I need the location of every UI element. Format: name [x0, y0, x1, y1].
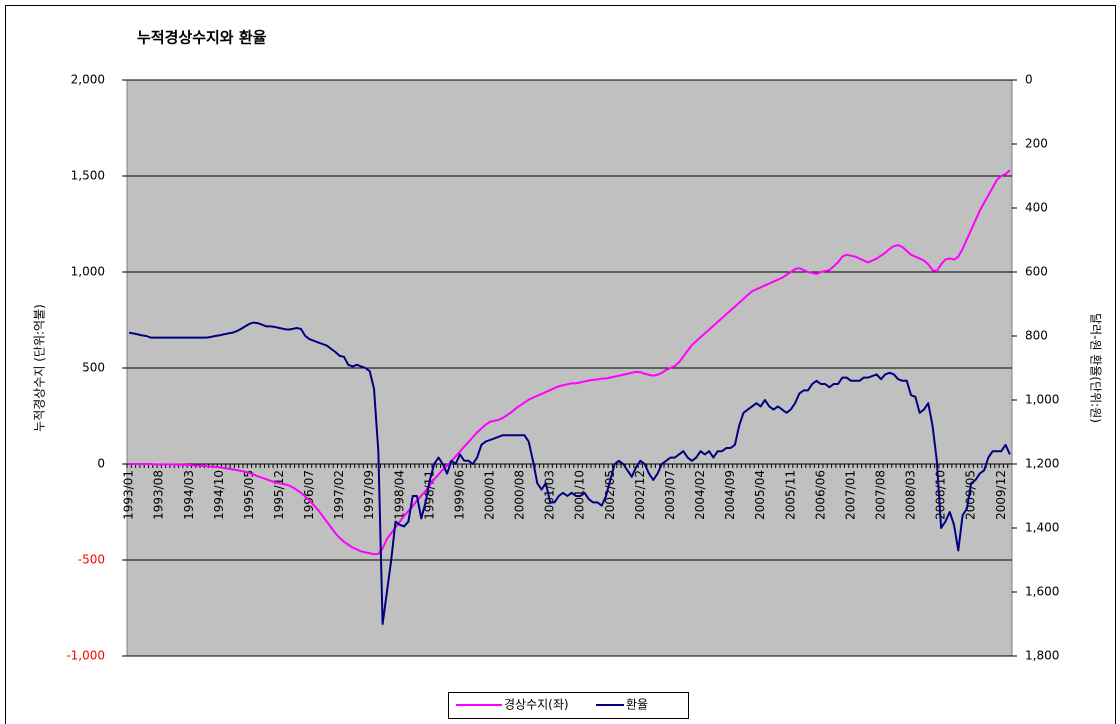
- y-tick-label: 1,500: [71, 169, 105, 183]
- x-tick-label: 2004/09: [723, 470, 737, 520]
- x-tick-label: 2000/08: [513, 470, 527, 520]
- x-tick-label: 1994/10: [212, 470, 226, 520]
- y-axis-label: 누적경상수지 (단위:억불): [33, 304, 47, 432]
- y2-tick-label: 1,400: [1025, 521, 1059, 535]
- y2-tick-label: 1,200: [1025, 457, 1059, 471]
- x-tick-label: 1997/09: [362, 470, 376, 520]
- x-tick-label: 1994/03: [182, 470, 196, 520]
- series-line: [129, 321, 1011, 625]
- x-tick-label: 1999/06: [452, 470, 466, 520]
- y2-tick-label: 200: [1025, 137, 1048, 151]
- x-tick-label: 2003/07: [663, 470, 677, 520]
- y2-axis-label: 달러-원 환율(단위:원): [1089, 313, 1103, 423]
- x-tick-label: 2007/08: [873, 470, 887, 520]
- x-tick-label: 2001/10: [573, 470, 587, 520]
- x-tick-label: 2008/03: [904, 470, 918, 520]
- x-tick-label: 2007/01: [843, 470, 857, 520]
- x-tick-label: 1993/08: [152, 470, 166, 520]
- y2-tick-label: 1,600: [1025, 585, 1059, 599]
- x-tick-label: 1998/11: [422, 470, 436, 520]
- y2-tick-label: 0: [1025, 73, 1033, 87]
- x-tick-label: 2009/05: [964, 470, 978, 520]
- x-tick-label: 1996/07: [302, 470, 316, 520]
- y-tick-label: 1,000: [71, 265, 105, 279]
- x-tick-label: 2009/12: [994, 470, 1008, 520]
- x-tick-label: 2008/10: [934, 470, 948, 520]
- y2-tick-label: 800: [1025, 329, 1048, 343]
- y-tick-label: 0: [97, 457, 105, 471]
- y-tick-label: 500: [82, 361, 105, 375]
- x-tick-label: 1998/04: [392, 470, 406, 520]
- x-tick-label: 2005/04: [753, 470, 767, 520]
- y-tick-label: -500: [78, 553, 105, 567]
- y-tick-label: -1,000: [66, 649, 105, 663]
- series-line: [129, 169, 1011, 556]
- x-tick-label: 2004/02: [693, 470, 707, 520]
- legend-label: 환율: [626, 698, 648, 712]
- x-tick-label: 2001/03: [543, 470, 557, 520]
- legend-label: 경상수지(좌): [504, 698, 569, 712]
- x-tick-label: 2006/06: [813, 470, 827, 520]
- x-tick-label: 2000/01: [483, 470, 497, 520]
- y-tick-label: 2,000: [71, 73, 105, 87]
- x-tick-label: 1995/12: [272, 470, 286, 520]
- y2-tick-label: 600: [1025, 265, 1048, 279]
- x-tick-label: 1995/05: [242, 470, 256, 520]
- x-tick-label: 2005/11: [783, 470, 797, 520]
- x-tick-label: 1993/01: [122, 470, 136, 520]
- y2-tick-label: 400: [1025, 201, 1048, 215]
- chart-title: 누적경상수지와 환율: [137, 29, 267, 47]
- y2-tick-label: 1,800: [1025, 649, 1059, 663]
- x-tick-label: 2002/12: [633, 470, 647, 520]
- y2-tick-label: 1,000: [1025, 393, 1059, 407]
- x-tick-label: 2002/05: [603, 470, 617, 520]
- x-tick-label: 1997/02: [332, 470, 346, 520]
